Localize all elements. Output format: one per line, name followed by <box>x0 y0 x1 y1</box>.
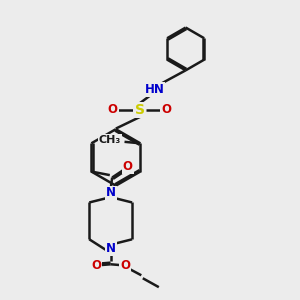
Text: O: O <box>161 103 171 116</box>
Text: O: O <box>123 160 133 173</box>
Text: HN: HN <box>145 82 164 96</box>
Text: CH₃: CH₃ <box>99 135 121 145</box>
Text: S: S <box>135 103 145 117</box>
Text: O: O <box>120 259 130 272</box>
Text: O: O <box>108 103 118 116</box>
Text: O: O <box>92 259 101 272</box>
Text: N: N <box>106 242 116 255</box>
Text: N: N <box>106 186 116 200</box>
